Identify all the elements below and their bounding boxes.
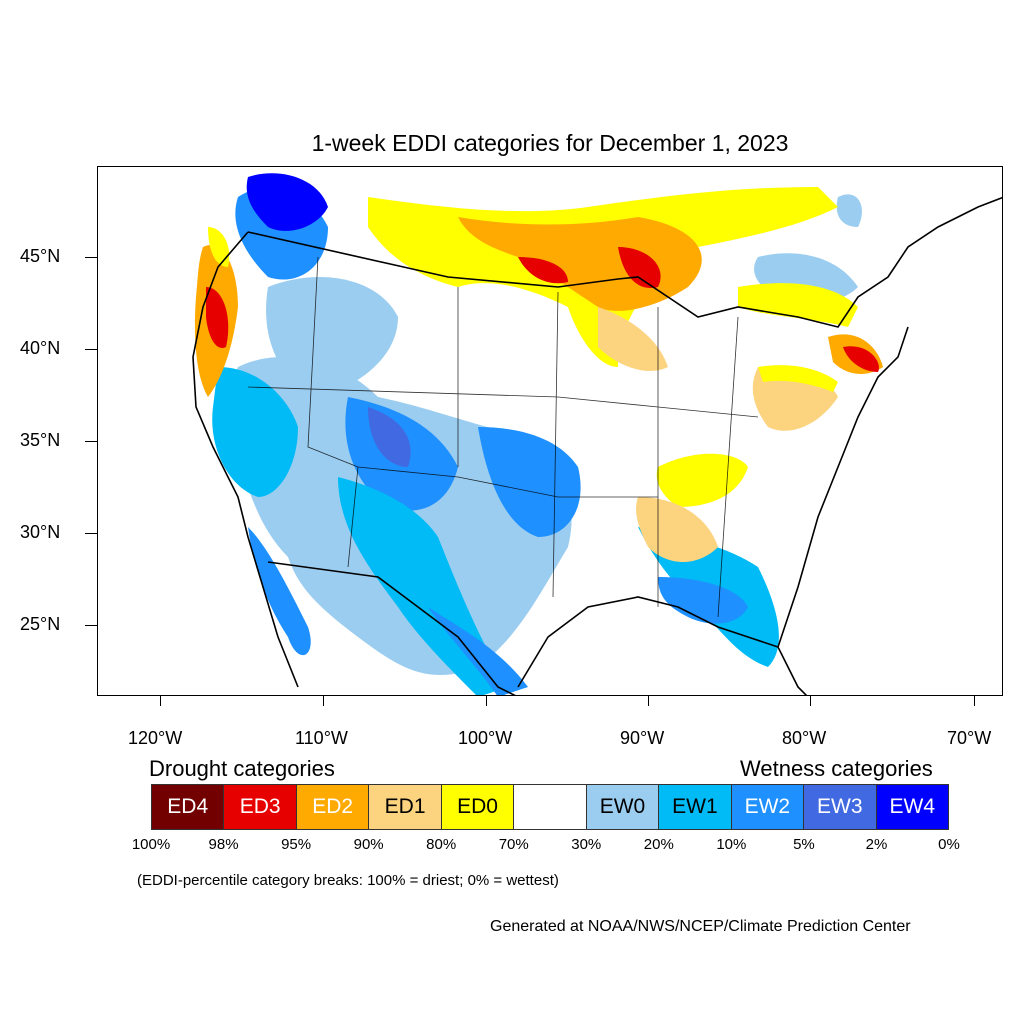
legend-break-label: 30% bbox=[571, 836, 602, 853]
lat-tick bbox=[85, 533, 97, 534]
map-panel bbox=[97, 166, 1003, 696]
lon-label-100: 100°W bbox=[458, 728, 513, 748]
legend-break-label: 98% bbox=[208, 836, 239, 853]
legend-swatch: EW2 bbox=[731, 785, 805, 829]
lat-label-40: 40°N bbox=[20, 338, 61, 358]
legend-swatch: EW4 bbox=[876, 785, 948, 829]
lon-label-80: 80°W bbox=[782, 728, 827, 748]
lat-label-30: 30°N bbox=[20, 522, 61, 542]
lat-label-35: 35°N bbox=[20, 430, 61, 450]
state-lines bbox=[247, 256, 759, 618]
legend-swatch: ED4 bbox=[152, 785, 225, 829]
lon-label-120: 120°W bbox=[128, 728, 183, 748]
lon-tick bbox=[323, 696, 324, 706]
drought-regions bbox=[194, 187, 883, 562]
legend-swatch: EW1 bbox=[659, 785, 732, 829]
legend-break-label: 10% bbox=[716, 836, 747, 853]
lon-tick bbox=[810, 696, 811, 706]
legend-break-label: 90% bbox=[353, 836, 384, 853]
lon-label-70: 70°W bbox=[947, 728, 992, 748]
legend-swatch bbox=[514, 785, 587, 829]
lon-tick bbox=[486, 696, 487, 706]
lon-tick bbox=[160, 696, 161, 706]
legend-swatch: ED1 bbox=[369, 785, 442, 829]
legend-break-label: 5% bbox=[793, 836, 815, 853]
map-title: 1-week EDDI categories for December 1, 2… bbox=[311, 130, 789, 156]
legend-colorbar: ED4 ED3 ED2 ED1 ED0 EW0 EW1 EW2 EW3 EW4 bbox=[151, 784, 949, 830]
lat-tick bbox=[85, 257, 97, 258]
legend-break-label: 20% bbox=[643, 836, 674, 853]
credit-text: Generated at NOAA/NWS/NCEP/Climate Predi… bbox=[490, 918, 911, 935]
legend-break-label: 2% bbox=[865, 836, 888, 853]
legend-swatch: EW0 bbox=[586, 785, 660, 829]
wetness-heading: Wetness categories bbox=[740, 756, 933, 781]
lat-label-25: 25°N bbox=[20, 614, 61, 634]
legend-break-label: 80% bbox=[426, 836, 457, 853]
drought-heading: Drought categories bbox=[149, 756, 335, 781]
lat-label-45: 45°N bbox=[20, 246, 61, 266]
lon-tick bbox=[974, 696, 975, 706]
lon-label-110: 110°W bbox=[295, 728, 348, 748]
legend-swatch: ED2 bbox=[296, 785, 370, 829]
legend-break-label: 0% bbox=[938, 836, 960, 853]
eddi-map bbox=[192, 173, 1002, 695]
lon-tick bbox=[648, 696, 649, 706]
boundaries bbox=[192, 196, 1002, 695]
legend-swatch: ED0 bbox=[441, 785, 515, 829]
lon-label-90: 90°W bbox=[620, 728, 665, 748]
lat-tick bbox=[85, 441, 97, 442]
legend-break-label: 95% bbox=[281, 836, 312, 853]
legend-swatch: ED3 bbox=[224, 785, 297, 829]
lat-tick bbox=[85, 349, 97, 350]
legend-break-label: 100% bbox=[131, 836, 171, 853]
legend-swatch: EW3 bbox=[804, 785, 877, 829]
legend-note: (EDDI-percentile category breaks: 100% =… bbox=[137, 872, 559, 889]
legend-break-label: 70% bbox=[498, 836, 529, 853]
lat-tick bbox=[85, 625, 97, 626]
